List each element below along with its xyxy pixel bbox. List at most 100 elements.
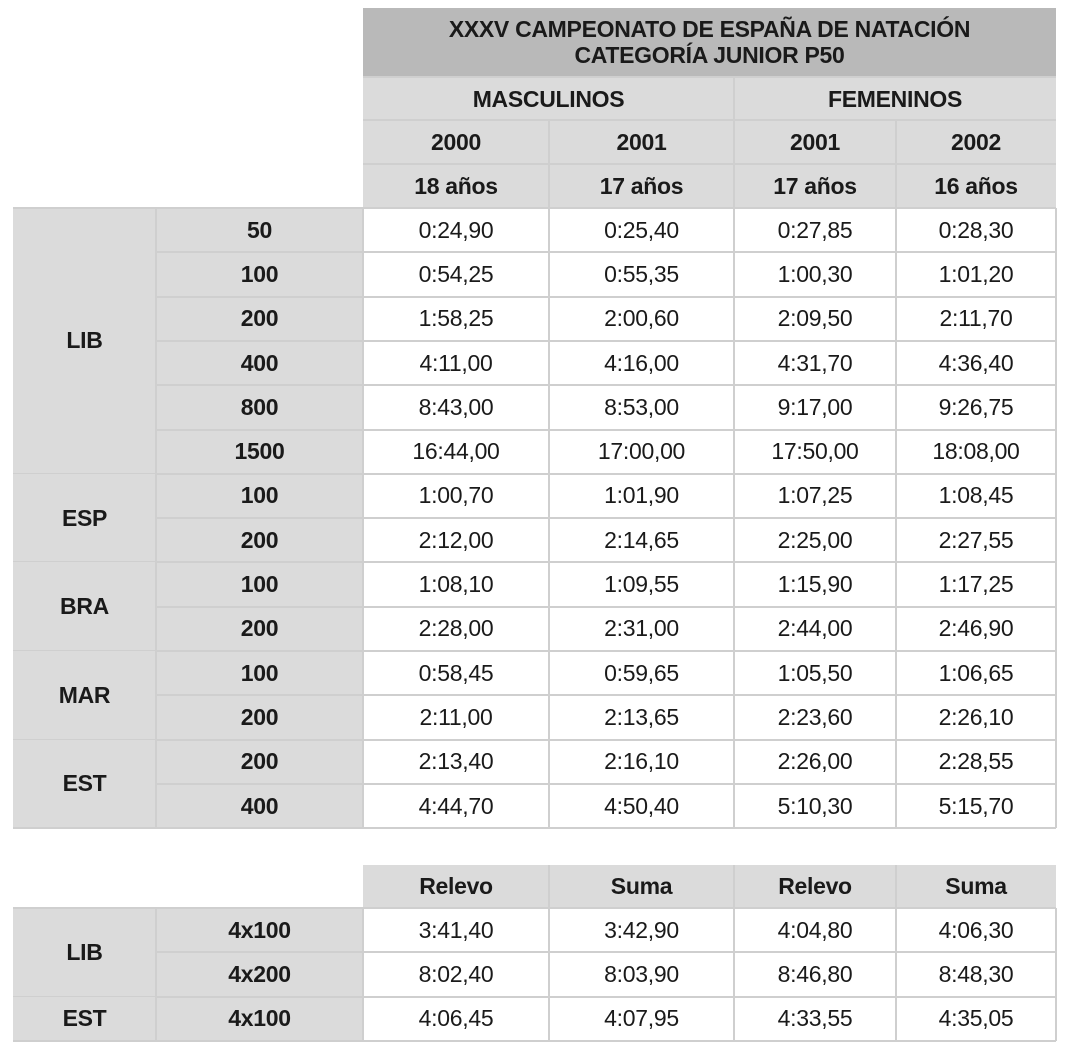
grid-line bbox=[155, 208, 157, 829]
event-time-cell: 1:08,10 bbox=[363, 562, 549, 607]
relay-header: Relevo bbox=[734, 865, 896, 907]
title-line: CATEGORÍA JUNIOR P50 bbox=[574, 42, 845, 68]
event-time-cell: 0:54,25 bbox=[363, 252, 549, 297]
distance-label: 200 bbox=[156, 739, 363, 784]
event-time-cell: 1:07,25 bbox=[734, 473, 896, 519]
event-time-cell: 1:58,25 bbox=[363, 296, 549, 341]
grid-line bbox=[13, 907, 1056, 909]
event-time-cell: 17:00,00 bbox=[549, 429, 734, 474]
grid-line bbox=[1055, 908, 1057, 1041]
event-time-cell: 1:00,30 bbox=[734, 252, 896, 297]
event-time-cell: 1:01,20 bbox=[896, 252, 1056, 297]
distance-label: 4x100 bbox=[156, 996, 363, 1041]
event-time-cell: 2:14,65 bbox=[549, 518, 734, 563]
grid-line bbox=[363, 119, 1056, 121]
event-time-cell: 4:16,00 bbox=[549, 340, 734, 386]
stroke-label: BRA bbox=[13, 562, 156, 651]
age-header: 17 años bbox=[549, 165, 734, 208]
relay-time-cell: 8:02,40 bbox=[363, 952, 549, 997]
grid-line bbox=[156, 650, 1056, 652]
grid-line bbox=[156, 472, 1056, 475]
grid-line bbox=[363, 76, 1056, 78]
age-header: 18 años bbox=[363, 165, 549, 208]
grid-line bbox=[733, 208, 735, 829]
event-time-cell: 2:46,90 bbox=[896, 606, 1056, 651]
stroke-label: ESP bbox=[13, 473, 156, 563]
event-time-cell: 4:36,40 bbox=[896, 340, 1056, 386]
relay-time-cell: 4:06,30 bbox=[896, 908, 1056, 953]
relay-header: Suma bbox=[896, 865, 1056, 907]
relay-time-cell: 8:03,90 bbox=[549, 952, 734, 997]
grid-line bbox=[1055, 208, 1057, 829]
event-time-cell: 2:26,10 bbox=[896, 695, 1056, 740]
event-time-cell: 2:09,50 bbox=[734, 296, 896, 341]
grid-line bbox=[548, 208, 550, 829]
year-header: 2001 bbox=[549, 121, 734, 164]
title-line: XXXV CAMPEONATO DE ESPAÑA DE NATACIÓN bbox=[448, 16, 971, 42]
distance-label: 200 bbox=[156, 695, 363, 740]
grid-line bbox=[156, 428, 1056, 431]
event-time-cell: 0:55,35 bbox=[549, 252, 734, 297]
grid-line bbox=[895, 865, 897, 907]
grid-line bbox=[156, 782, 1056, 785]
event-time-cell: 1:06,65 bbox=[896, 651, 1056, 696]
grid-line bbox=[895, 208, 897, 829]
relay-time-cell: 4:06,45 bbox=[363, 996, 549, 1041]
distance-label: 400 bbox=[156, 340, 363, 386]
event-time-cell: 2:31,00 bbox=[549, 606, 734, 651]
event-time-cell: 2:44,00 bbox=[734, 606, 896, 651]
grid-line bbox=[548, 865, 550, 907]
event-time-cell: 5:15,70 bbox=[896, 783, 1056, 829]
grid-line bbox=[733, 77, 735, 208]
grid-line bbox=[363, 163, 1056, 165]
distance-label: 100 bbox=[156, 651, 363, 696]
event-time-cell: 0:27,85 bbox=[734, 208, 896, 253]
event-time-cell: 2:25,00 bbox=[734, 518, 896, 563]
distance-label: 4x200 bbox=[156, 952, 363, 997]
event-time-cell: 2:28,00 bbox=[363, 606, 549, 651]
grid-line bbox=[895, 908, 897, 1041]
grid-line bbox=[895, 120, 897, 208]
event-time-cell: 16:44,00 bbox=[363, 429, 549, 474]
stroke-label: EST bbox=[13, 996, 156, 1041]
stroke-label: MAR bbox=[13, 651, 156, 740]
grid-line bbox=[13, 207, 1056, 209]
event-time-cell: 2:11,00 bbox=[363, 695, 549, 740]
relay-header: Relevo bbox=[363, 865, 549, 907]
event-time-cell: 2:13,65 bbox=[549, 695, 734, 740]
event-time-cell: 4:11,00 bbox=[363, 340, 549, 386]
event-time-cell: 2:28,55 bbox=[896, 739, 1056, 784]
event-time-cell: 1:17,25 bbox=[896, 562, 1056, 607]
grid-line bbox=[156, 295, 1056, 298]
event-time-cell: 2:12,00 bbox=[363, 518, 549, 563]
event-time-cell: 4:50,40 bbox=[549, 783, 734, 829]
relay-time-cell: 4:33,55 bbox=[734, 996, 896, 1041]
stroke-label: LIB bbox=[13, 908, 156, 997]
event-time-cell: 9:17,00 bbox=[734, 385, 896, 430]
year-header: 2002 bbox=[896, 121, 1056, 164]
event-time-cell: 0:24,90 bbox=[363, 208, 549, 253]
grid-line bbox=[733, 908, 735, 1041]
grid-line bbox=[156, 251, 1056, 254]
event-time-cell: 8:53,00 bbox=[549, 385, 734, 430]
distance-label: 400 bbox=[156, 783, 363, 829]
relay-header: Suma bbox=[549, 865, 734, 907]
event-time-cell: 9:26,75 bbox=[896, 385, 1056, 430]
grid-line bbox=[156, 827, 1056, 830]
event-time-cell: 0:25,40 bbox=[549, 208, 734, 253]
distance-label: 4x100 bbox=[156, 908, 363, 953]
grid-line bbox=[156, 339, 1056, 342]
grid-line bbox=[156, 694, 1056, 697]
distance-label: 200 bbox=[156, 518, 363, 563]
stroke-label: EST bbox=[13, 739, 156, 829]
grid-line bbox=[362, 908, 364, 1041]
event-time-cell: 2:11,70 bbox=[896, 296, 1056, 341]
year-header: 2000 bbox=[363, 121, 549, 164]
distance-label: 100 bbox=[156, 562, 363, 607]
event-time-cell: 8:43,00 bbox=[363, 385, 549, 430]
gender-header: FEMENINOS bbox=[734, 78, 1056, 120]
relay-time-cell: 4:35,05 bbox=[896, 996, 1056, 1041]
event-time-cell: 0:58,45 bbox=[363, 651, 549, 696]
age-header: 16 años bbox=[896, 165, 1056, 208]
distance-label: 1500 bbox=[156, 429, 363, 474]
